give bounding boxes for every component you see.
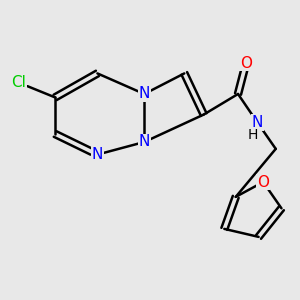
Text: O: O: [257, 175, 269, 190]
Text: N: N: [252, 115, 263, 130]
Text: Cl: Cl: [11, 75, 26, 90]
Text: N: N: [139, 134, 150, 149]
Text: N: N: [139, 86, 150, 101]
Text: N: N: [92, 147, 103, 162]
Text: O: O: [240, 56, 252, 70]
Text: H: H: [247, 128, 257, 142]
